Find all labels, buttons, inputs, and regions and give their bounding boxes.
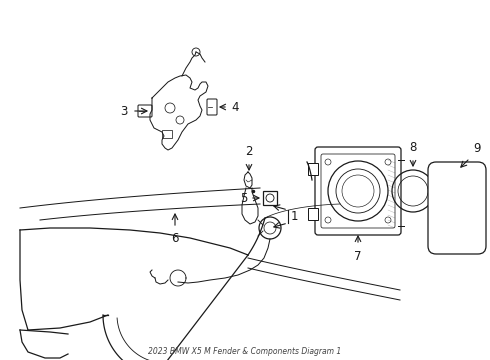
Text: 6: 6 — [171, 232, 179, 245]
FancyBboxPatch shape — [428, 162, 486, 254]
Text: 5: 5 — [240, 192, 247, 204]
FancyBboxPatch shape — [263, 191, 277, 205]
Text: 4: 4 — [231, 100, 239, 113]
FancyBboxPatch shape — [315, 147, 401, 235]
Text: 2023 BMW X5 M Fender & Components Diagram 1: 2023 BMW X5 M Fender & Components Diagra… — [148, 347, 342, 356]
FancyBboxPatch shape — [308, 163, 318, 175]
Text: 1: 1 — [291, 210, 298, 222]
Text: 9: 9 — [473, 142, 481, 155]
FancyBboxPatch shape — [308, 208, 318, 220]
Text: 2: 2 — [245, 145, 253, 158]
Text: 8: 8 — [409, 141, 416, 154]
Text: 7: 7 — [354, 250, 362, 263]
Text: 3: 3 — [121, 104, 128, 117]
